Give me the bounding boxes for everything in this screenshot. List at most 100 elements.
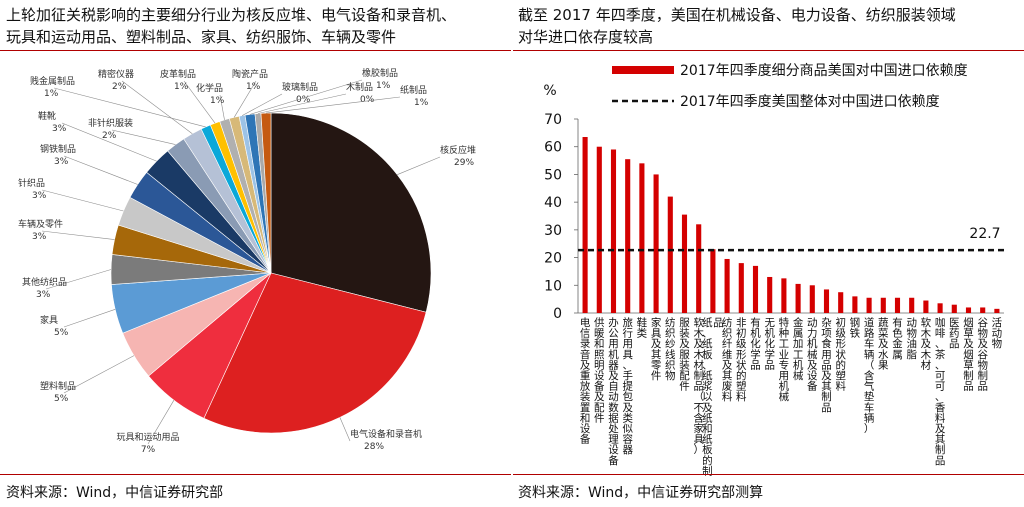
pie-leader-line [233,80,257,118]
bar-item-12 [752,265,759,313]
x-category-label-item-12: 有机化学品 [750,316,761,371]
bar-item-16 [809,285,815,313]
bar-item-24 [923,300,929,313]
bar-source: 资料来源：Wind，中信证券研究部测算 [518,485,764,501]
pie-label-item-0: 核反应堆 [440,144,476,156]
pie-leader-line [241,93,283,116]
y-tick-label: 60 [544,140,562,156]
x-category-label-item-15: 金属加工机械 [793,316,804,382]
x-category-label-item-2: 办公用机器及自动数据处理设备 [608,316,619,467]
x-category-label-item-13: 无机化学品 [764,317,775,371]
bar-item-28 [980,307,986,313]
pie-label-item-8: 钢铁制品 [40,143,76,155]
pie-leader-line [111,129,176,145]
x-category-label-item-28: 谷物及谷物制品 [977,317,988,393]
pie-slice-item-19 [260,112,272,274]
pie-pct-item-15: 1% [246,82,261,92]
pie-pct-item-16: 0% [296,95,311,105]
y-tick-label: 0 [553,306,562,322]
x-category-label-item-5: 家具及其零件 [651,316,662,382]
pie-label-item-12: 贱金属制品 [30,75,75,87]
source-rule [0,474,512,475]
bar-item-25 [937,303,943,313]
pie-pct-item-8: 3% [54,157,69,167]
bar-item-11 [738,263,744,313]
pie-leader-line [63,309,116,328]
x-category-label-item-11: 非初级形状的塑料 [736,317,747,403]
pie-leader-line [61,122,157,162]
bar-item-14 [781,278,787,313]
y-tick-label: 20 [544,251,562,267]
bar-item-27 [965,307,972,313]
pie-pct-item-9: 3% [52,124,67,134]
x-category-label-item-1: 供暖和照明设备及配件 [594,316,605,424]
y-tick-label: 70 [544,112,562,128]
pie-label-item-19: 纸制品 [400,84,427,96]
bar-item-9 [710,249,716,313]
legend-reference-label: 2017年四季度美国整体对中国进口依赖度 [680,94,940,110]
bar-item-20 [866,297,872,313]
pie-title-line1: 上轮加征关税影响的主要细分行业为核反应堆、电气设备和录音机、 [6,6,457,24]
bar-item-29 [994,308,1000,313]
x-category-label-item-20: 道路车辆（含气垫车辆） [864,316,875,435]
pie-label-item-15: 陶瓷产品 [232,68,268,80]
bar-item-3 [625,159,631,313]
title-rule [512,50,1024,51]
bar-item-7 [681,214,688,313]
x-category-label-item-27: 烟草及烟草制品 [963,316,974,393]
pie-source: 资料来源：Wind，中信证券研究部 [6,485,224,501]
pie-pct-item-0: 29% [454,158,474,168]
pie-label-item-18: 木制品 [346,81,373,93]
pie-pct-item-17: 1% [376,81,391,91]
pie-pct-item-7: 3% [32,191,47,201]
bar-item-13 [767,276,773,313]
bar-title-line1: 截至 2017 年四季度，美国在机械设备、电力设备、纺织服装领域 [518,6,956,24]
pie-label-item-7: 针织品 [18,177,45,189]
pie-pct-item-1: 28% [364,442,384,452]
x-category-label-item-14: 特种工业专用机械 [779,317,790,403]
pie-chart-title: 上轮加征关税影响的主要细分行业为核反应堆、电气设备和录音机、 玩具和运动用品、塑… [6,4,506,48]
pie-pct-item-3: 5% [54,394,69,404]
bar-item-26 [951,304,957,313]
bar-item-0 [582,137,588,313]
pie-leader-line [63,155,138,185]
legend-bar-label: 2017年四季度细分商品美国对中国进口依赖度 [680,63,968,79]
pie-label-item-4: 家具 [40,314,58,326]
x-category-label-item-22: 有色金属 [892,316,903,361]
x-category-label-item-24: 软木及木材 [921,316,932,371]
bar-item-4 [639,163,645,313]
pie-label-item-10: 非针织服装 [88,117,133,129]
x-category-label-item-17: 杂项食用品及其制品 [821,317,832,414]
pie-pct-item-6: 3% [32,232,47,242]
pie-leader-line [183,80,216,124]
pie-label-item-2: 玩具和运动用品 [116,432,179,443]
x-category-label-item-3: 旅行用具、手提包及类似容器 [622,316,633,456]
y-tick-label: 10 [544,278,562,294]
pie-pct-item-2: 7% [141,445,156,455]
x-category-label-item-7: 服装及服装配件 [679,317,690,393]
pie-pct-item-5: 3% [36,290,51,300]
source-rule [512,474,1024,475]
x-category-label-item-21: 蔬菜及水果 [878,317,889,371]
x-category-label-item-25: 咖啡、茶、可可、香料及其制品 [935,317,946,467]
pie-pct-item-18: 0% [360,95,375,105]
pie-leader-line [397,156,441,175]
right-panel: 截至 2017 年四季度，美国在机械设备、电力设备、纺织服装领域 对华进口依存度… [512,0,1024,507]
pie-pct-item-14: 1% [210,96,225,106]
pie-pct-item-10: 2% [102,131,117,141]
panel-separator [511,0,513,507]
x-category-label-item-26: 医药品 [949,317,960,350]
x-category-label-item-8: 软木及木材制品（不含家具） [693,316,704,456]
pie-label-item-6: 车辆及零件 [18,218,63,230]
bar-title-line2: 对华进口依存度较高 [518,28,654,46]
pie-slice-item-1 [203,272,427,434]
x-category-label-item-29: 活动物 [992,317,1003,350]
pie-leader-line [219,94,225,120]
pie-label-item-17: 橡胶制品 [362,67,398,79]
pie-leader-line [121,80,193,134]
pie-leader-line [41,189,124,212]
pie-leader-line [147,400,175,445]
pie-leader-line [45,269,112,290]
bar-item-23 [909,297,915,313]
pie-leader-line [257,93,347,114]
